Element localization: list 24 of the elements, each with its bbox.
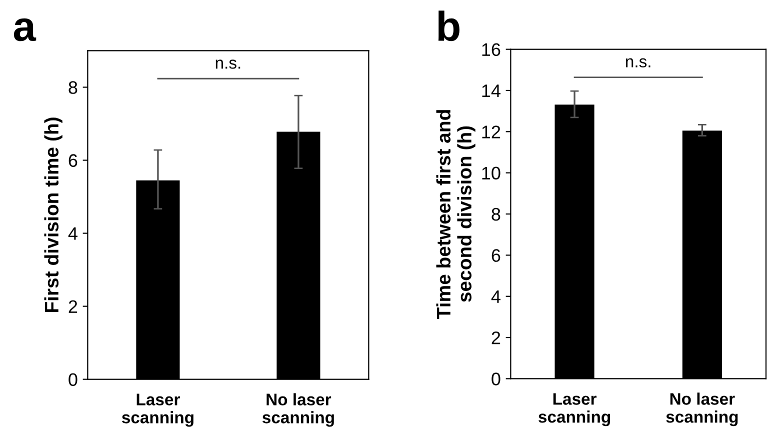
x-tick-label: Laser scanning [538, 393, 610, 426]
y-tick-label: 8 [68, 81, 78, 94]
y-tick-label: 4 [491, 290, 500, 303]
x-tick-label: Laser scanning [122, 394, 194, 427]
y-tick-label: 0 [68, 373, 78, 386]
x-tick-label: No laser scanning [262, 393, 334, 427]
y-tick-label: 6 [492, 249, 500, 262]
annotation: n.s. [216, 60, 240, 69]
x-tick-label: No laser scanning [666, 392, 738, 426]
y-tick-label: 10 [482, 166, 500, 180]
y-tick-label: 12 [482, 126, 500, 138]
annotation: n.s. [626, 58, 650, 68]
y-tick-label: 6 [68, 154, 78, 167]
y-tick-label: 8 [492, 208, 500, 221]
y-tick-label: 0 [492, 372, 500, 386]
y-axis-title: Time between first and second division (h) [436, 110, 476, 319]
chart-title: b [438, 10, 460, 42]
y-tick-label: 2 [492, 331, 500, 344]
y-tick-label: 16 [482, 43, 500, 56]
y-axis-title: First division time (h) [44, 118, 62, 312]
y-tick-label: 2 [68, 300, 78, 313]
y-tick-label: 14 [482, 84, 500, 98]
chart-title: a [14, 18, 36, 42]
y-tick-label: 4 [68, 227, 78, 240]
